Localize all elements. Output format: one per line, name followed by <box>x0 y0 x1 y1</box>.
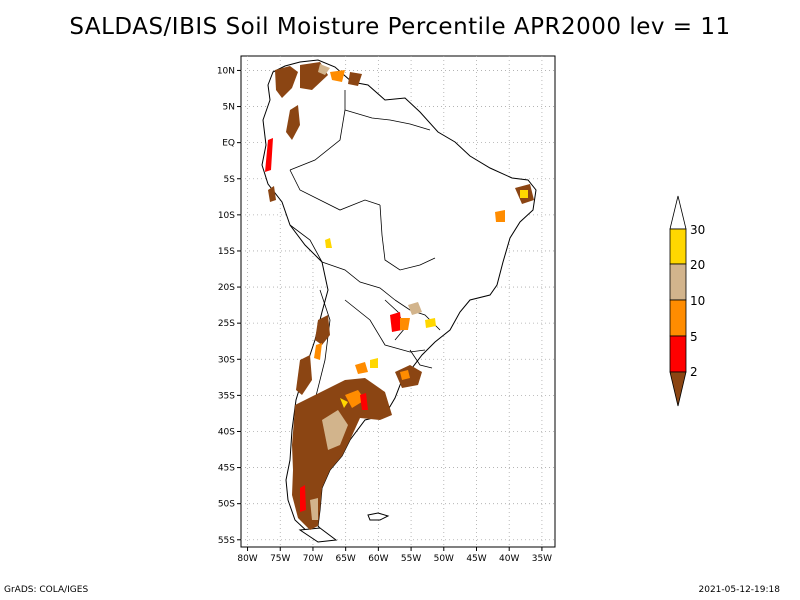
falklands-outline <box>367 512 390 521</box>
lat-tick-label: 10S <box>218 211 235 221</box>
lat-tick-label: 40S <box>218 427 235 437</box>
colorbar-label-2: 2 <box>690 365 698 379</box>
colorbar-label-30: 30 <box>690 223 705 237</box>
lon-tick-label: 70W <box>303 554 323 564</box>
tierra-del-fuego-outline <box>298 527 338 543</box>
lat-tick-label: 25S <box>218 319 235 329</box>
colorbar-label-10: 10 <box>690 294 705 308</box>
lat-tick-label: 5S <box>224 175 236 185</box>
lon-tick-label: 45W <box>466 554 486 564</box>
lon-tick-label: 80W <box>237 554 257 564</box>
colorbar-segment-2-5 <box>669 335 687 373</box>
lat-tick-label: EQ <box>222 139 235 149</box>
lon-tick-label: 35W <box>532 554 552 564</box>
lat-tick-label: 20S <box>218 283 235 293</box>
lat-tick-label: 45S <box>218 464 235 474</box>
lon-tick-label: 65W <box>335 554 355 564</box>
moisture-shading <box>265 62 534 530</box>
lat-tick-label: 35S <box>218 391 235 401</box>
colorbar-segment-10-20 <box>669 263 687 301</box>
footer-timestamp: 2021-05-12-19:18 <box>698 585 781 595</box>
longitude-tick-labels: 80W 75W 70W 65W 60W 55W 50W 45W 40W 35W <box>237 547 552 564</box>
lat-tick-label: 55S <box>218 536 235 546</box>
lat-tick-label: 50S <box>218 500 235 510</box>
lon-tick-label: 60W <box>368 554 388 564</box>
lat-tick-label: 30S <box>218 355 235 365</box>
colorbar-segment-5-10 <box>669 299 687 337</box>
lon-tick-label: 55W <box>401 554 421 564</box>
lat-tick-label: 5N <box>223 103 235 113</box>
latitude-tick-labels: 10N 5N EQ 5S 10S 15S 20S 25S 30S 35S 40S 45S 50S 55S <box>217 66 241 546</box>
lon-tick-label: 40W <box>499 554 519 564</box>
colorbar-label-5: 5 <box>690 330 698 344</box>
colorbar-top-triangle <box>669 195 687 230</box>
map-frame <box>240 55 556 548</box>
lon-tick-label: 50W <box>434 554 454 564</box>
footer-software-credit: GrADS: COLA/IGES <box>4 585 89 595</box>
colorbar-label-20: 20 <box>690 258 705 272</box>
map-title: SALDAS/IBIS Soil Moisture Percentile APR… <box>69 14 731 40</box>
colorbar-bottom-triangle <box>669 371 687 407</box>
colorbar: 30 20 10 5 2 <box>669 195 705 407</box>
lon-tick-label: 75W <box>270 554 290 564</box>
lat-tick-label: 15S <box>218 247 235 257</box>
lat-tick-label: 10N <box>217 66 235 76</box>
colorbar-segment-20-30 <box>669 228 687 265</box>
